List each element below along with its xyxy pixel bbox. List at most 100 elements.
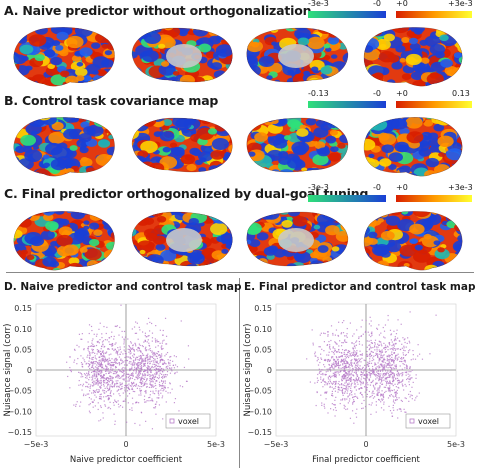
scatter-point [98, 374, 100, 376]
scatter-point [401, 360, 403, 363]
scatter-point [155, 380, 157, 382]
brain-right-lateral [363, 211, 463, 271]
scatter-point [366, 374, 368, 377]
scatter-point [346, 355, 348, 357]
scatter-point [391, 368, 393, 370]
scatter-point [146, 369, 148, 371]
scatter-point [389, 387, 391, 390]
scatter-point [334, 334, 336, 336]
scatter-point [340, 355, 342, 357]
scatter-point [146, 371, 148, 374]
scatter-point [139, 357, 141, 360]
scatter-point [151, 350, 153, 352]
scatter-point [330, 339, 332, 342]
scatter-point [107, 398, 109, 400]
scatter-point [404, 341, 406, 344]
scatter-point [354, 387, 356, 389]
scatter-point [161, 395, 164, 397]
scatter-point [377, 392, 379, 395]
scatter-point [395, 399, 397, 402]
scatter-point [398, 356, 400, 358]
scatter-point [411, 377, 413, 379]
scatter-point [96, 353, 98, 355]
scatter-point [401, 358, 403, 360]
scatter-point [88, 357, 91, 359]
scatter-point [166, 367, 169, 369]
scatter-point [124, 352, 127, 355]
scatter-point [94, 383, 97, 385]
scatter-point [388, 374, 390, 376]
scatter-point [118, 393, 120, 395]
scatter-point [107, 389, 109, 392]
scatter-point [349, 370, 351, 372]
scatter-point [365, 355, 367, 357]
scatter-point [376, 393, 378, 395]
scatter-point [355, 341, 357, 343]
scatter-point [366, 364, 368, 366]
scatter-point [164, 355, 166, 357]
scatter-point [350, 369, 352, 371]
scatter-point [351, 410, 354, 412]
scatter-point [348, 364, 350, 366]
scatter-point [156, 360, 158, 362]
scatter-point [331, 375, 333, 377]
scatter-point [365, 319, 367, 322]
scatter-point [341, 358, 343, 361]
scatter-point [157, 368, 159, 370]
scatter-point [361, 353, 363, 355]
scatter-point [116, 359, 118, 362]
scatter-point [341, 342, 343, 344]
scatter-point [132, 372, 134, 374]
scatter-point [105, 352, 107, 354]
scatter-point [99, 363, 101, 365]
scatter-point [151, 385, 153, 387]
scatter-point [90, 325, 93, 328]
scatter-point [352, 399, 355, 401]
scatter-point [114, 365, 117, 368]
scatter-point [131, 397, 134, 399]
scatter-point [408, 400, 410, 402]
scatter-point [343, 362, 345, 364]
scatter-point [174, 372, 176, 374]
scatter-point [394, 349, 396, 351]
scatter-point [326, 344, 328, 346]
scatter-point [114, 367, 117, 369]
scatter-point [127, 338, 129, 340]
scatter-point [394, 343, 396, 345]
scatter-point [101, 364, 104, 366]
scatter-point [148, 335, 150, 337]
scatter-point [89, 403, 91, 405]
scatter-point [369, 356, 371, 358]
scatter-point [141, 359, 143, 361]
scatter-point [407, 337, 409, 339]
scatter-point [362, 396, 364, 398]
scatter-point [396, 377, 399, 379]
scatter-point [377, 387, 379, 389]
scatter-point [334, 360, 337, 363]
scatter-point [89, 376, 91, 378]
scatter-point [381, 383, 384, 385]
scatter-point [129, 357, 131, 359]
scatter-point [118, 362, 120, 364]
scatter-point [341, 389, 344, 391]
scatter-point [93, 391, 96, 393]
scatter-point [343, 367, 345, 369]
scatter-point [147, 356, 149, 358]
scatter-point [345, 376, 347, 378]
scatter-point [100, 398, 102, 400]
scatter-point [92, 362, 94, 364]
scatter-point [129, 349, 131, 351]
scatter-point [371, 402, 373, 404]
scatter-point [401, 380, 403, 383]
scatter-point [109, 384, 111, 386]
scatter-point [355, 344, 358, 346]
scatter-point [120, 383, 122, 386]
scatter-point [349, 393, 351, 395]
legend: voxel [405, 413, 451, 429]
scatter-point [142, 365, 144, 367]
scatter-point [129, 361, 131, 363]
scatter-point [136, 322, 138, 324]
colorbar-neg-max-label: -0 [373, 89, 381, 98]
scatter-point [143, 341, 145, 343]
scatter-point [169, 356, 171, 358]
